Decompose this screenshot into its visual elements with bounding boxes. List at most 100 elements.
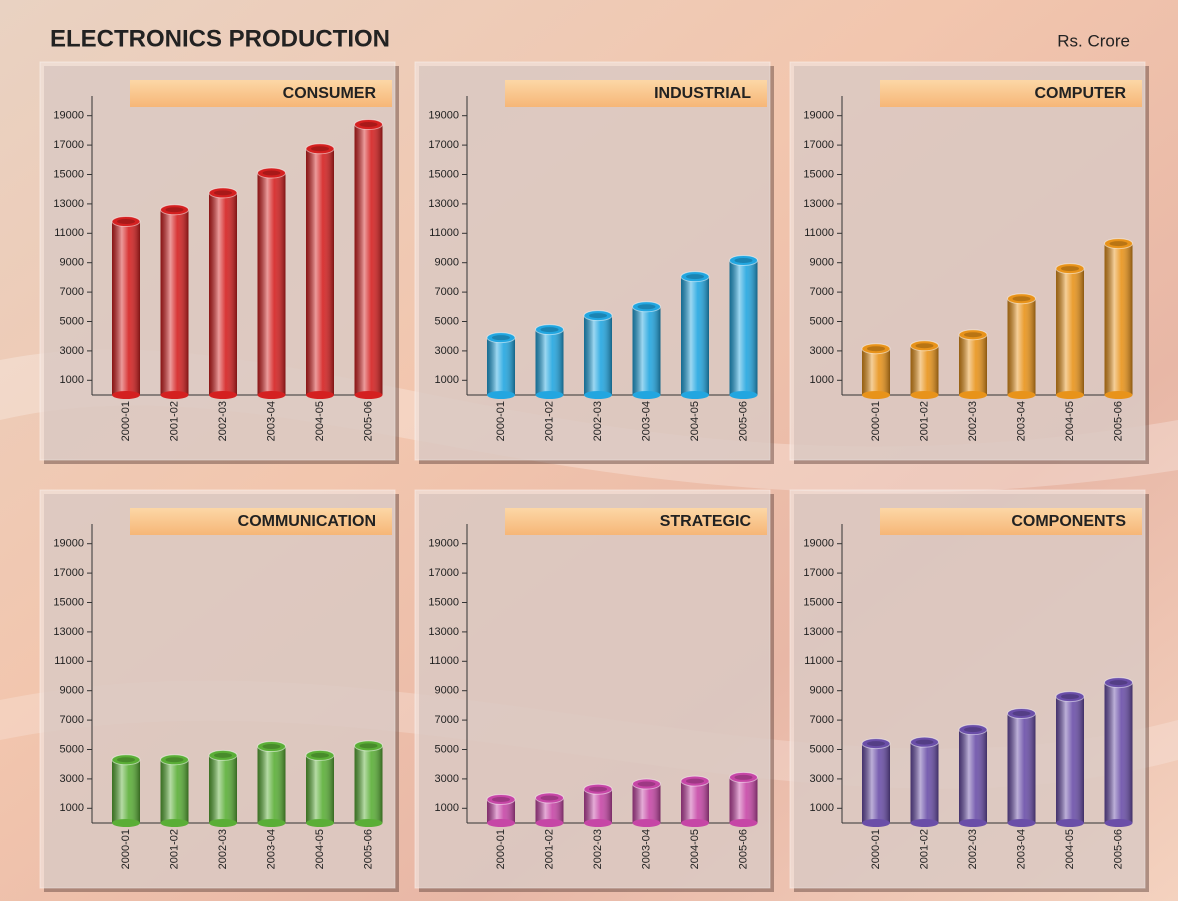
- bar-shading: [1056, 696, 1084, 823]
- bar-shading: [209, 192, 237, 395]
- bar-cap: [257, 741, 286, 753]
- bar-shading: [209, 755, 237, 823]
- panel-tab: [880, 508, 1142, 535]
- bar-cap: [1104, 238, 1133, 250]
- bar-shading: [487, 337, 515, 395]
- x-tick-label: 2004-05: [689, 829, 701, 869]
- bar-base: [1056, 391, 1084, 399]
- panel: [39, 489, 396, 889]
- y-tick-label: 9000: [435, 257, 459, 269]
- x-tick-label: 2003-04: [265, 401, 277, 441]
- y-tick-label: 7000: [60, 714, 84, 726]
- y-tick-label: 11000: [429, 227, 459, 239]
- x-tick-label: 2003-04: [1015, 401, 1027, 441]
- bar-shading: [160, 209, 189, 395]
- bar-shading: [535, 329, 564, 395]
- x-tick-label: 2002-03: [592, 401, 604, 441]
- bar-cap-inner: [214, 190, 232, 196]
- y-tick-label: 3000: [60, 345, 84, 357]
- panel-tab: [130, 80, 392, 107]
- x-tick-label: 2005-06: [1112, 829, 1124, 869]
- y-tick-label: 11000: [54, 227, 84, 239]
- bar-base: [354, 819, 383, 827]
- x-tick-label: 2000-01: [495, 829, 507, 869]
- y-tick-label: 9000: [60, 685, 84, 697]
- bar-cap: [680, 271, 710, 283]
- bar-cap: [160, 204, 189, 216]
- x-tick-label: 2000-01: [495, 401, 507, 441]
- x-tick-label: 2001-02: [918, 829, 930, 869]
- bar-shading: [112, 759, 140, 823]
- unit-label: Rs. Crore: [1057, 31, 1130, 50]
- y-tick-label: 3000: [60, 773, 84, 785]
- x-tick-label: 2001-02: [543, 829, 555, 869]
- y-tick-label: 17000: [803, 139, 834, 151]
- y-tick-label: 13000: [428, 626, 459, 638]
- bar-base: [1104, 819, 1133, 827]
- bar-cap-inner: [1061, 266, 1079, 272]
- bar-shading: [1007, 298, 1036, 395]
- x-tick-label: 2005-06: [362, 829, 374, 869]
- x-tick-label: 2003-04: [640, 401, 652, 441]
- bar-shading: [306, 148, 334, 395]
- x-tick-label: 2005-06: [362, 401, 374, 441]
- bar-base: [257, 391, 286, 399]
- bar-cap-inner: [964, 332, 982, 338]
- bar-cap: [257, 167, 286, 179]
- bar-shading: [862, 743, 890, 823]
- bar-cap: [958, 724, 988, 736]
- bar-base: [584, 391, 612, 399]
- bar-base: [729, 391, 758, 399]
- bar-shading: [632, 306, 661, 395]
- y-tick-label: 13000: [53, 198, 84, 210]
- bar-base: [1007, 819, 1036, 827]
- bar-base: [257, 819, 286, 827]
- bar-cap-inner: [165, 207, 184, 213]
- bar-cap: [535, 324, 564, 336]
- bar-shading: [354, 124, 383, 396]
- y-tick-label: 19000: [53, 110, 84, 122]
- bar-base: [959, 391, 987, 399]
- x-tick-label: 2004-05: [314, 401, 326, 441]
- y-tick-label: 17000: [53, 567, 84, 579]
- bar-cap-inner: [1109, 241, 1128, 247]
- x-tick-label: 2005-06: [1112, 401, 1124, 441]
- bar-cap-inner: [311, 752, 329, 758]
- y-tick-label: 13000: [803, 198, 834, 210]
- y-tick-label: 5000: [60, 743, 84, 755]
- bar-shading: [354, 745, 383, 823]
- bar-cap: [111, 216, 141, 228]
- x-tick-label: 2004-05: [689, 401, 701, 441]
- x-tick-label: 2002-03: [217, 401, 229, 441]
- bar-cap-inner: [117, 757, 135, 763]
- bar-cap: [729, 254, 758, 266]
- y-tick-label: 11000: [804, 655, 834, 667]
- panel-tab: [505, 80, 767, 107]
- bar-cap-inner: [1061, 694, 1079, 700]
- y-tick-label: 15000: [803, 596, 834, 608]
- bar-cap: [680, 775, 710, 787]
- bar-cap-inner: [359, 743, 378, 749]
- bar-cap-inner: [734, 257, 753, 263]
- bar-base: [910, 391, 939, 399]
- bar-base: [209, 391, 237, 399]
- x-tick-label: 2001-02: [543, 401, 555, 441]
- bar-cap-inner: [686, 274, 704, 280]
- bar-cap: [861, 343, 891, 355]
- x-tick-label: 2000-01: [120, 401, 132, 441]
- x-tick-label: 2001-02: [918, 401, 930, 441]
- bar-cap-inner: [964, 727, 982, 733]
- bar-shading: [862, 348, 890, 395]
- bar-cap-inner: [734, 774, 753, 780]
- bar-base: [681, 819, 709, 827]
- bar-base: [729, 819, 758, 827]
- bar-cap: [305, 143, 335, 155]
- bar-shading: [257, 173, 286, 395]
- y-tick-label: 7000: [435, 286, 459, 298]
- bar-shading: [681, 276, 709, 395]
- bar-cap-inner: [915, 739, 934, 745]
- bar-base: [910, 819, 939, 827]
- bar-cap-inner: [262, 744, 281, 750]
- chart-title: COMPONENTS: [1011, 513, 1126, 530]
